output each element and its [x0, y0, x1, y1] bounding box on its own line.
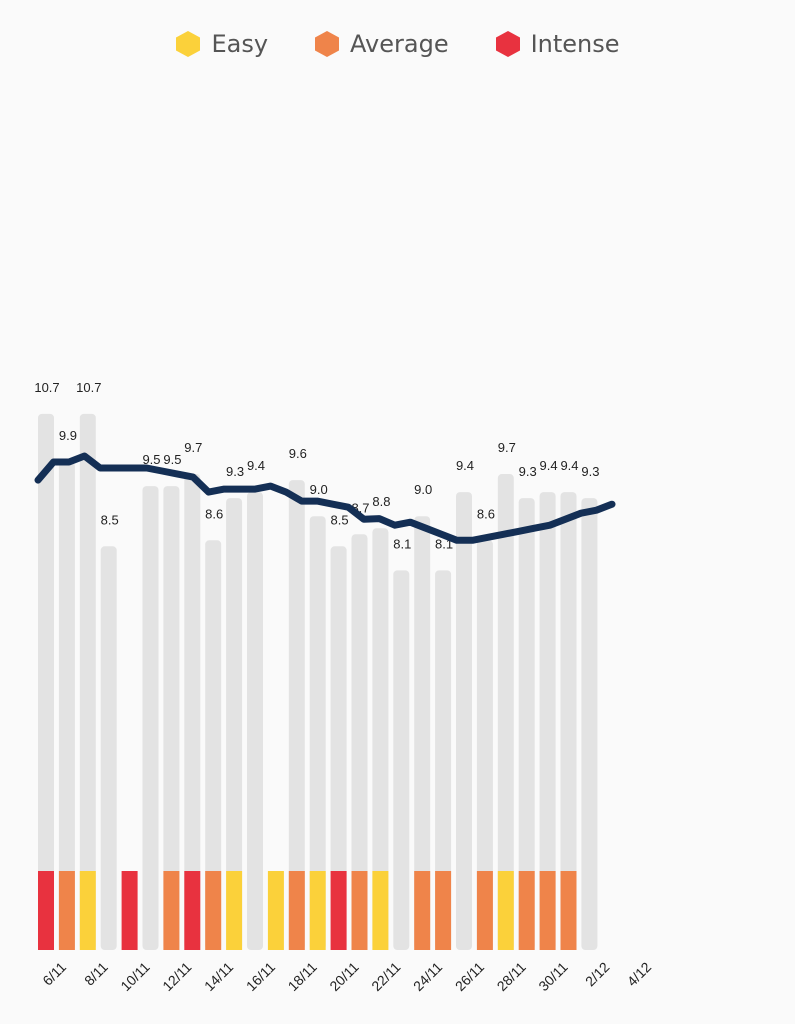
value-label: 9.7 [184, 440, 202, 455]
trend-line [34, 452, 616, 544]
sleep-bar [435, 570, 452, 950]
intensity-band [205, 871, 222, 950]
legend-item-easy[interactable]: Easy [175, 30, 268, 58]
legend-label: Intense [530, 30, 620, 58]
legend-item-intense[interactable]: Intense [495, 30, 620, 58]
sleep-bar [581, 498, 598, 950]
value-label: 9.9 [59, 428, 77, 443]
value-label: 10.7 [76, 380, 101, 395]
sleep-bar [142, 486, 159, 950]
sleep-bar [393, 570, 410, 950]
sleep-bar [100, 546, 117, 950]
legend: Easy Average Intense [0, 22, 795, 66]
legend-label: Average [350, 30, 449, 58]
value-label: 8.6 [205, 506, 223, 521]
value-label: 8.1 [393, 536, 411, 551]
intensity-band [226, 871, 243, 950]
x-tick-label: 10/11 [117, 959, 153, 995]
sleep-bar [226, 498, 243, 950]
sleep-bar [247, 492, 263, 950]
intensity-band [288, 871, 305, 950]
intensity-band [518, 871, 535, 950]
intensity-band [435, 871, 452, 950]
intensity-band [330, 871, 347, 950]
intensity-band [163, 871, 180, 950]
x-tick-label: 20/11 [326, 959, 362, 995]
intensity-band [38, 871, 54, 950]
value-label: 9.4 [540, 458, 558, 473]
intensity-band [476, 871, 493, 950]
sleep-bar [518, 498, 535, 950]
legend-item-average[interactable]: Average [314, 30, 449, 58]
x-tick-label: 24/11 [410, 959, 446, 995]
intensity-band [351, 871, 368, 950]
sleep-bar [205, 540, 222, 950]
sleep-bar [330, 546, 347, 950]
x-tick-label: 30/11 [535, 959, 571, 995]
hexagon-icon [495, 31, 520, 57]
x-tick-label: 16/11 [243, 959, 279, 995]
sleep-bar [476, 540, 493, 950]
value-label: 9.6 [289, 446, 307, 461]
sleep-bar [351, 534, 368, 950]
sleep-bar [497, 474, 514, 950]
value-label: 8.6 [477, 506, 495, 521]
intensity-band [539, 871, 556, 950]
intensity-band [267, 871, 284, 950]
sleep-bar [288, 480, 305, 950]
intensity-band [184, 871, 201, 950]
value-label: 8.8 [372, 494, 390, 509]
value-label: 9.5 [142, 452, 160, 467]
intensity-band [309, 871, 326, 950]
value-label: 8.5 [331, 512, 349, 527]
sleep-bar [456, 492, 472, 950]
x-tick-label: 8/11 [81, 959, 111, 989]
sleep-bar [560, 492, 577, 950]
value-label: 9.3 [519, 464, 537, 479]
intensity-band [372, 871, 389, 950]
value-label: 9.4 [560, 458, 578, 473]
value-label: 9.5 [163, 452, 181, 467]
x-tick-label: 12/11 [159, 959, 195, 995]
value-label: 9.7 [498, 440, 516, 455]
x-tick-label: 4/12 [624, 959, 655, 990]
intensity-band [560, 871, 577, 950]
sleep-bar [414, 516, 431, 950]
x-tick-label: 14/11 [201, 959, 237, 995]
sleep-bar [372, 528, 389, 950]
sleep-bar [184, 474, 201, 950]
x-tick-label: 18/11 [285, 959, 321, 995]
x-tick-label: 26/11 [452, 959, 488, 995]
value-label: 9.4 [456, 458, 474, 473]
hexagon-icon [176, 31, 201, 57]
value-label: 9.0 [310, 482, 328, 497]
hexagon-icon [315, 31, 340, 57]
legend-label: Easy [211, 30, 269, 58]
sleep-bar [163, 486, 180, 950]
sleep-bar [309, 516, 326, 950]
sleep-bar [38, 413, 54, 950]
intensity-band [497, 871, 514, 950]
x-tick-label: 22/11 [368, 959, 404, 995]
x-tick-label: 2/12 [582, 959, 613, 990]
value-label: 9.4 [247, 458, 265, 473]
sleep-bar [58, 462, 75, 950]
sleep-bar [539, 492, 556, 950]
value-label: 9.3 [581, 464, 599, 479]
intensity-band [121, 871, 138, 950]
sleep-bar [79, 413, 96, 950]
value-label: 9.0 [414, 482, 432, 497]
intensity-band [58, 871, 75, 950]
value-label: 9.3 [226, 464, 244, 479]
x-tick-label: 28/11 [494, 959, 530, 995]
intensity-band [79, 871, 96, 950]
x-tick-label: 6/11 [39, 959, 69, 989]
value-label: 8.5 [101, 512, 119, 527]
intensity-band [414, 871, 431, 950]
value-label: 10.7 [34, 380, 59, 395]
